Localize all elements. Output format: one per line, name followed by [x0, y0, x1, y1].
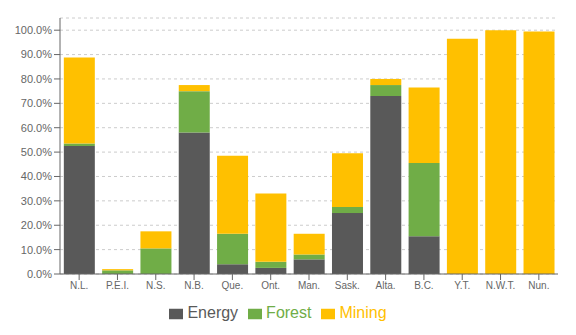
svg-text:70.0%: 70.0% [21, 97, 52, 109]
svg-text:60.0%: 60.0% [21, 122, 52, 134]
svg-text:P.E.I.: P.E.I. [106, 280, 129, 291]
svg-text:20.0%: 20.0% [21, 219, 52, 231]
svg-text:B.C.: B.C. [414, 280, 433, 291]
html-text:Energy: Energy [187, 304, 239, 321]
html-text:Mining: Mining [339, 304, 387, 321]
html-text:Forest: Forest [266, 304, 312, 321]
svg-text:N.L.: N.L. [70, 280, 88, 291]
svg-text:90.0%: 90.0% [21, 48, 52, 60]
svg-text:100.0%: 100.0% [15, 24, 53, 36]
svg-text:Alta.: Alta. [376, 280, 396, 291]
svg-text:Nun.: Nun. [528, 280, 549, 291]
svg-text:Man.: Man. [298, 280, 320, 291]
svg-text:10.0%: 10.0% [21, 244, 52, 256]
svg-text:80.0%: 80.0% [21, 73, 52, 85]
svg-text:0.0%: 0.0% [27, 268, 52, 280]
svg-text:40.0%: 40.0% [21, 170, 52, 182]
svg-text:Que.: Que. [222, 280, 244, 291]
svg-text:Y.T.: Y.T. [454, 280, 470, 291]
svg-text:Ont.: Ont. [261, 280, 280, 291]
svg-text:N.B.: N.B. [184, 280, 203, 291]
svg-text:Sask.: Sask. [335, 280, 360, 291]
svg-text:N.W.T.: N.W.T. [486, 280, 515, 291]
svg-text:30.0%: 30.0% [21, 195, 52, 207]
svg-text:50.0%: 50.0% [21, 146, 52, 158]
svg-text:N.S.: N.S. [146, 280, 165, 291]
